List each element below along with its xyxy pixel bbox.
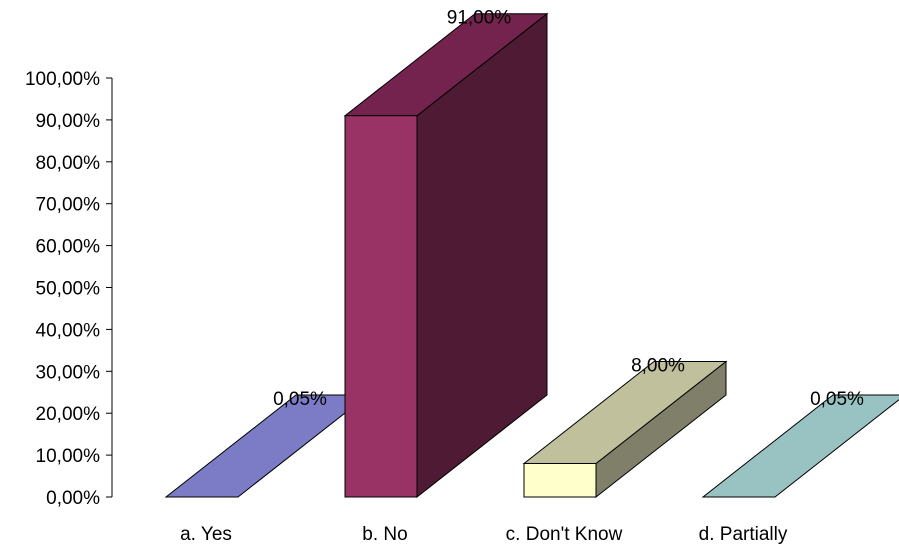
- bar-top: [701, 394, 899, 498]
- bar-2: [343, 12, 549, 499]
- y-axis: 0,00% 10,00% 20,00% 30,00% 40,00% 50,00% 60,00…: [25, 69, 113, 509]
- y-tick-label: 80,00%: [36, 153, 101, 174]
- y-tick-label: 40,00%: [36, 320, 101, 341]
- y-tick-label: 70,00%: [36, 195, 101, 216]
- data-label: 0,05%: [810, 389, 864, 410]
- category-label: c. Don't Know: [506, 524, 623, 545]
- bar-top: [164, 394, 370, 498]
- y-tick-label: 60,00%: [36, 237, 101, 258]
- category-label: b. No: [362, 524, 407, 545]
- bars: [164, 12, 899, 499]
- bar-4: [701, 394, 899, 498]
- y-tick-label: 10,00%: [36, 446, 101, 467]
- bar-front: [523, 462, 597, 498]
- y-tick-label: 20,00%: [36, 404, 101, 425]
- y-tick-label: 0,00%: [46, 488, 100, 509]
- data-label: 91,00%: [447, 8, 512, 29]
- y-tick-label: 100,00%: [25, 69, 100, 90]
- bar-front: [344, 115, 418, 498]
- y-tick-label: 30,00%: [36, 362, 101, 383]
- y-tick-label: 50,00%: [36, 279, 101, 300]
- bar-3: [522, 360, 728, 499]
- labels: 0,05% a. Yes 91,00% b. No 8,00% c. Don't Know…: [180, 8, 864, 545]
- data-label: 8,00%: [631, 355, 685, 376]
- category-label: d. Partially: [699, 524, 788, 545]
- category-label: a. Yes: [180, 524, 232, 545]
- y-tick-label: 90,00%: [36, 111, 101, 132]
- data-label: 0,05%: [273, 389, 327, 410]
- bar-1: [164, 394, 370, 498]
